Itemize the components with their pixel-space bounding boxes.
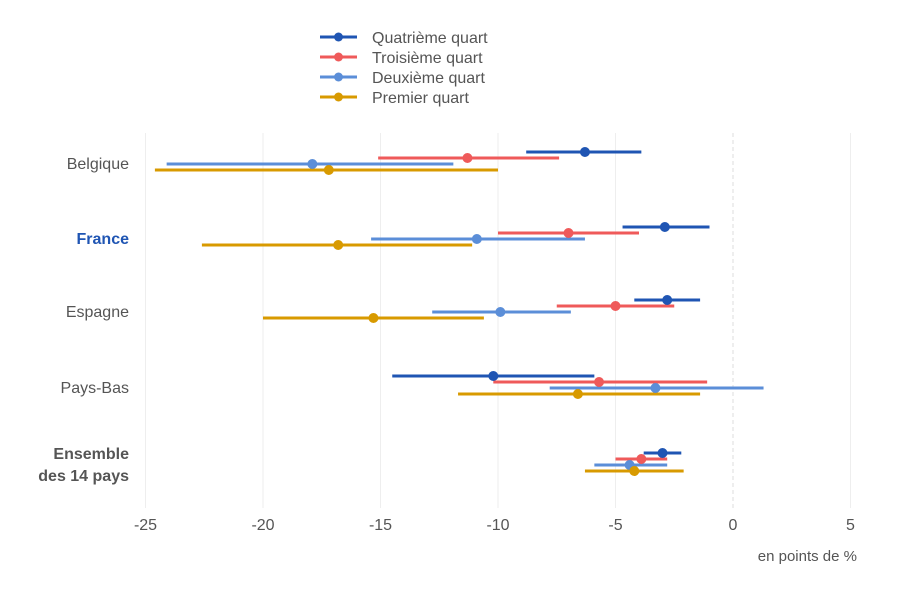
- category-label: France: [77, 231, 130, 248]
- x-tick-label: 5: [846, 517, 855, 534]
- category-label: des 14 pays: [38, 468, 129, 485]
- legend[interactable]: Quatrième quart Troisième quart Deuxième q…: [320, 30, 488, 107]
- x-tick-label: -5: [608, 517, 622, 534]
- x-axis: -25 -20 -15 -10 -5 0 5: [134, 517, 855, 534]
- point-marker: [594, 377, 605, 387]
- x-tick-label: -10: [486, 517, 509, 534]
- legend-item[interactable]: Premier quart: [320, 90, 469, 107]
- point-marker: [579, 147, 590, 157]
- legend-item[interactable]: Deuxième quart: [320, 70, 486, 87]
- legend-swatch-dot: [334, 92, 343, 102]
- point-marker: [650, 383, 661, 393]
- legend-item[interactable]: Troisième quart: [320, 50, 483, 67]
- gridlines: [145, 133, 851, 508]
- x-tick-label: -25: [134, 517, 157, 534]
- legend-label: Troisième quart: [372, 50, 483, 67]
- chart-marks: [154, 147, 764, 476]
- category-label: Pays-Bas: [61, 380, 129, 397]
- x-tick-label: -15: [369, 517, 392, 534]
- point-marker: [471, 234, 482, 244]
- legend-swatch-dot: [334, 32, 343, 42]
- point-marker: [662, 295, 673, 305]
- legend-label: Quatrième quart: [372, 30, 488, 47]
- point-marker: [657, 448, 668, 458]
- point-marker: [333, 240, 344, 250]
- category-label: Belgique: [67, 156, 129, 173]
- category-label: Espagne: [66, 304, 129, 321]
- point-marker: [659, 222, 670, 232]
- point-marker: [610, 301, 621, 311]
- legend-swatch-dot: [334, 52, 343, 62]
- legend-label: Deuxième quart: [372, 70, 486, 87]
- point-marker: [572, 389, 583, 399]
- x-tick-label: 0: [729, 517, 738, 534]
- x-axis-title: en points de %: [758, 548, 857, 565]
- legend-item[interactable]: Quatrième quart: [320, 30, 488, 47]
- point-marker: [629, 466, 640, 476]
- category-label: Ensemble: [53, 446, 129, 463]
- category-labels: Belgique France Espagne Pays-Bas Ensemble des…: [38, 156, 129, 485]
- legend-swatch-dot: [334, 72, 343, 82]
- legend-label: Premier quart: [372, 90, 469, 107]
- point-marker: [462, 153, 473, 163]
- point-marker: [307, 159, 318, 169]
- point-marker: [323, 165, 334, 175]
- point-marker: [488, 371, 499, 381]
- point-marker: [495, 307, 506, 317]
- point-marker: [636, 454, 647, 464]
- x-tick-label: -20: [251, 517, 274, 534]
- point-marker: [563, 228, 574, 238]
- point-marker: [368, 313, 379, 323]
